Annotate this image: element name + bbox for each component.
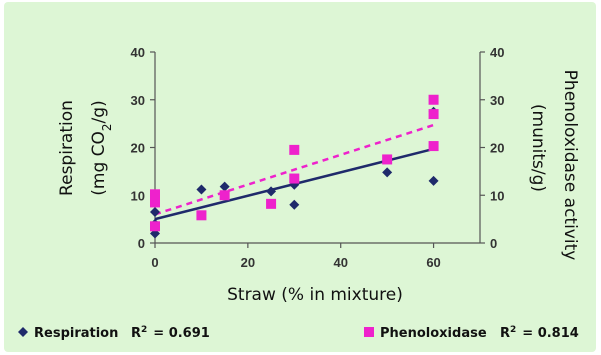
respiration-point: [196, 184, 207, 195]
y-left-tick-label: 0: [138, 236, 145, 251]
phenoloxidase-point: [428, 141, 439, 152]
phenoloxidase-point: [289, 173, 300, 184]
legend-respiration-r2: R2 = 0.691: [131, 325, 210, 341]
y-axis-right-title: Phenoloxidase activity: [560, 70, 580, 261]
y-left-tick-label: 30: [131, 93, 145, 108]
legend-respiration-marker: [18, 327, 28, 337]
y-left-tick-label: 20: [131, 141, 145, 156]
phenoloxidase-point: [289, 144, 300, 155]
y-left-tick-label: 10: [131, 188, 145, 203]
legend-respiration-label: Respiration: [34, 326, 118, 341]
x-axis-title: Straw (% in mixture): [227, 285, 403, 305]
x-tick-label: 60: [426, 255, 440, 270]
phenoloxidase-point: [150, 221, 160, 232]
y-axis-left-unit: (mg CO2/g): [89, 100, 114, 195]
y-right-tick-label: 0: [490, 236, 497, 251]
phenoloxidase-point: [150, 197, 160, 208]
chart-background: [4, 2, 596, 352]
phenoloxidase-point: [266, 198, 277, 209]
respiration-point: [266, 186, 277, 197]
y-right-tick-label: 30: [490, 93, 504, 108]
phenoloxidase-point: [382, 154, 393, 165]
legend-phenoloxidase-label: Phenoloxidase: [380, 326, 487, 341]
legend-phenoloxidase-marker: [364, 327, 374, 337]
phenoloxidase-point: [196, 210, 207, 221]
legend: Respiration R2 = 0.691 Phenoloxidase R2 = …: [18, 325, 579, 341]
y-axis-left-title: Respiration: [57, 100, 77, 196]
y-right-tick-label: 20: [490, 141, 504, 156]
y-right-tick-label: 40: [490, 45, 504, 60]
x-tick-label: 40: [333, 255, 347, 270]
phenoloxidase-point: [428, 109, 439, 120]
respiration-point: [219, 181, 230, 192]
respiration-point: [150, 206, 160, 217]
phenoloxidase-point: [428, 94, 439, 105]
respiration-point: [428, 175, 439, 186]
y-right-tick-label: 10: [490, 188, 504, 203]
respiration-point: [289, 199, 300, 210]
x-tick-label: 0: [151, 255, 158, 270]
phenoloxidase-trendline: [154, 123, 434, 216]
respiration-point: [382, 167, 393, 178]
y-axis-right-unit: (munits/g): [528, 104, 548, 192]
legend-phenoloxidase-r2: R2 = 0.814: [500, 325, 579, 341]
phenoloxidase-point: [219, 190, 230, 201]
x-tick-label: 20: [241, 255, 255, 270]
phenoloxidase-point: [150, 189, 160, 200]
y-left-tick-label: 40: [131, 45, 145, 60]
